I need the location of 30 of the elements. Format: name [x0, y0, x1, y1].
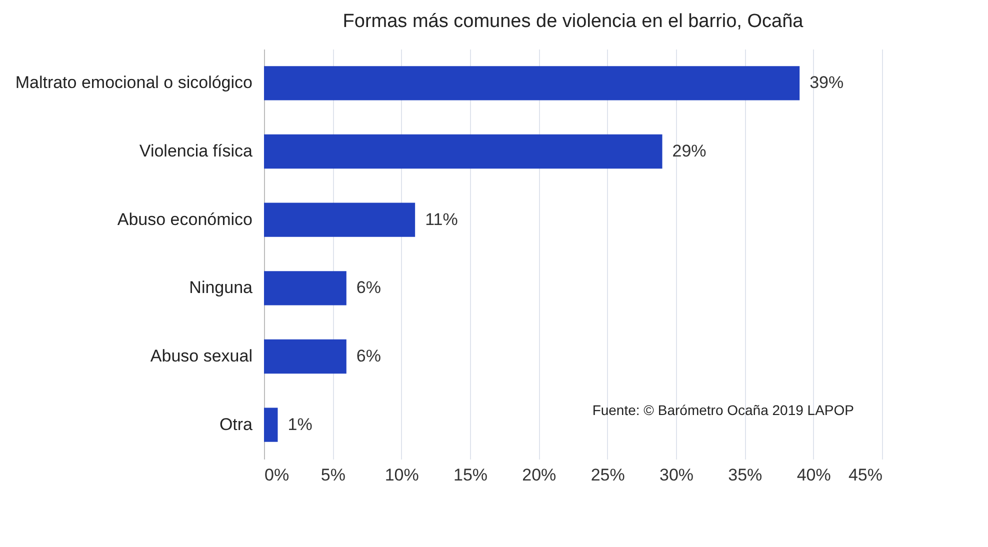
x-tick-label: 40% — [796, 466, 831, 484]
x-tick-label: 0% — [264, 466, 290, 484]
bar — [264, 202, 416, 237]
data-label: 6% — [356, 346, 381, 366]
data-label: 29% — [672, 142, 706, 160]
x-tick-label: 5% — [320, 466, 346, 484]
y-tick-label: Abuso sexual — [150, 346, 252, 366]
x-tick-label: 35% — [728, 466, 762, 484]
y-tick-label: Ninguna — [189, 278, 254, 298]
bar — [264, 134, 662, 169]
x-tick-label: 20% — [522, 466, 556, 484]
bar — [264, 271, 346, 306]
y-tick-label: Maltrato emocional o sicológico — [15, 73, 252, 92]
annotation: Fuente: © Barómetro Ocaña 2019 LAPOP — [592, 402, 854, 418]
chart-title: Formas más comunes de violencia en el barrio, Ocaña — [342, 11, 804, 32]
bar — [264, 66, 800, 100]
bar — [264, 339, 346, 374]
x-tick-label: 10% — [384, 466, 419, 484]
x-tick-label: 45% — [848, 466, 882, 484]
x-tick-label: 15% — [453, 466, 488, 484]
bar — [264, 408, 278, 442]
y-tick-label: Abuso económico — [117, 210, 252, 229]
data-label: 11% — [425, 210, 458, 229]
data-label: 6% — [356, 278, 381, 298]
x-tick-label: 30% — [659, 466, 694, 484]
data-label: 39% — [810, 73, 844, 92]
x-tick-label: 25% — [590, 466, 625, 484]
data-label: 1% — [288, 414, 312, 434]
y-tick-label: Otra — [219, 414, 254, 434]
y-tick-label: Violencia física — [139, 142, 254, 160]
